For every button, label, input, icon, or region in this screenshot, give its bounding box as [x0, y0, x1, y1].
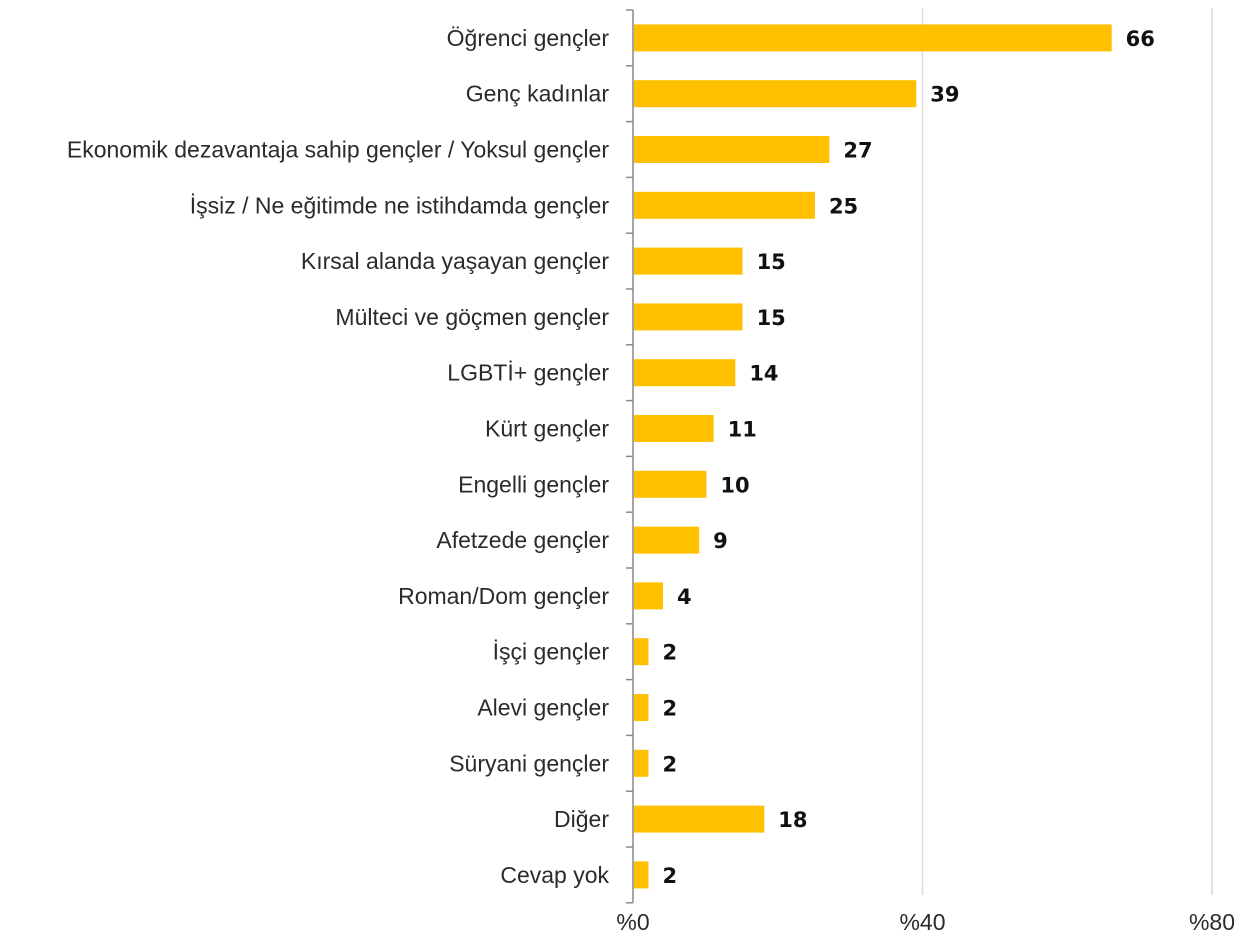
category-label: Engelli gençler: [458, 471, 609, 497]
category-label: Kürt gençler: [485, 416, 609, 442]
bar: [634, 861, 649, 889]
data-label: 14: [749, 362, 778, 386]
category-axis: [626, 9, 634, 904]
category-label: Öğrenci gençler: [447, 25, 610, 51]
category-label: Alevi gençler: [477, 695, 609, 721]
data-label: 2: [662, 641, 677, 665]
category-label: Afetzede gençler: [436, 527, 609, 553]
data-label: 25: [829, 194, 858, 218]
category-label: Roman/Dom gençler: [398, 583, 609, 609]
bar: [634, 24, 1112, 52]
bar: [634, 694, 649, 721]
bar: [634, 749, 649, 777]
bar: [634, 303, 743, 331]
category-label: Ekonomik dezavantaja sahip gençler / Yok…: [67, 137, 609, 163]
data-label: 27: [843, 139, 872, 163]
gridlines: [921, 8, 1213, 895]
data-labels: 66 39 27 25 15 15 14 11 10 9 4 2 2 2 18 2: [662, 27, 1154, 888]
data-label: 4: [677, 585, 692, 609]
bar: [634, 191, 815, 219]
data-label: 66: [1126, 27, 1155, 51]
bar: [634, 582, 663, 610]
category-label: Mülteci ve göçmen gençler: [335, 304, 609, 330]
bar: [634, 80, 917, 108]
bar: [634, 805, 765, 833]
data-label: 10: [720, 473, 749, 497]
bar: [634, 470, 707, 498]
data-label: 2: [662, 864, 677, 888]
category-label: Süryani gençler: [449, 750, 609, 776]
category-label: Cevap yok: [500, 862, 609, 888]
bar: [634, 247, 743, 275]
bar: [634, 415, 714, 442]
data-label: 18: [778, 808, 807, 832]
data-label: 9: [713, 529, 728, 553]
bar: [634, 638, 649, 666]
data-label: 2: [662, 752, 677, 776]
category-label: Genç kadınlar: [466, 81, 610, 107]
data-label: 2: [662, 697, 677, 721]
data-label: 15: [757, 306, 786, 330]
bar: [634, 359, 736, 387]
category-labels: Öğrenci gençler Genç kadınlar Ekonomik dez…: [67, 25, 610, 888]
x-tick-label: %80: [1189, 909, 1235, 935]
data-label: 39: [930, 83, 959, 107]
x-tick-label: %40: [899, 909, 945, 935]
x-axis-tick-labels: %0 %40 %80: [616, 909, 1235, 935]
data-label: 11: [728, 418, 757, 442]
category-label: Kırsal alanda yaşayan gençler: [301, 248, 609, 274]
category-label: Diğer: [554, 806, 609, 832]
data-label: 15: [757, 250, 786, 274]
bars: [634, 24, 1112, 889]
bar: [634, 136, 830, 163]
x-tick-label: %0: [616, 909, 649, 935]
category-label: İşsiz / Ne eğitimde ne istihdamda gençle…: [190, 192, 610, 218]
bar: [634, 526, 700, 554]
category-label: İşçi gençler: [493, 639, 610, 665]
category-label: LGBTİ+ gençler: [447, 360, 609, 386]
